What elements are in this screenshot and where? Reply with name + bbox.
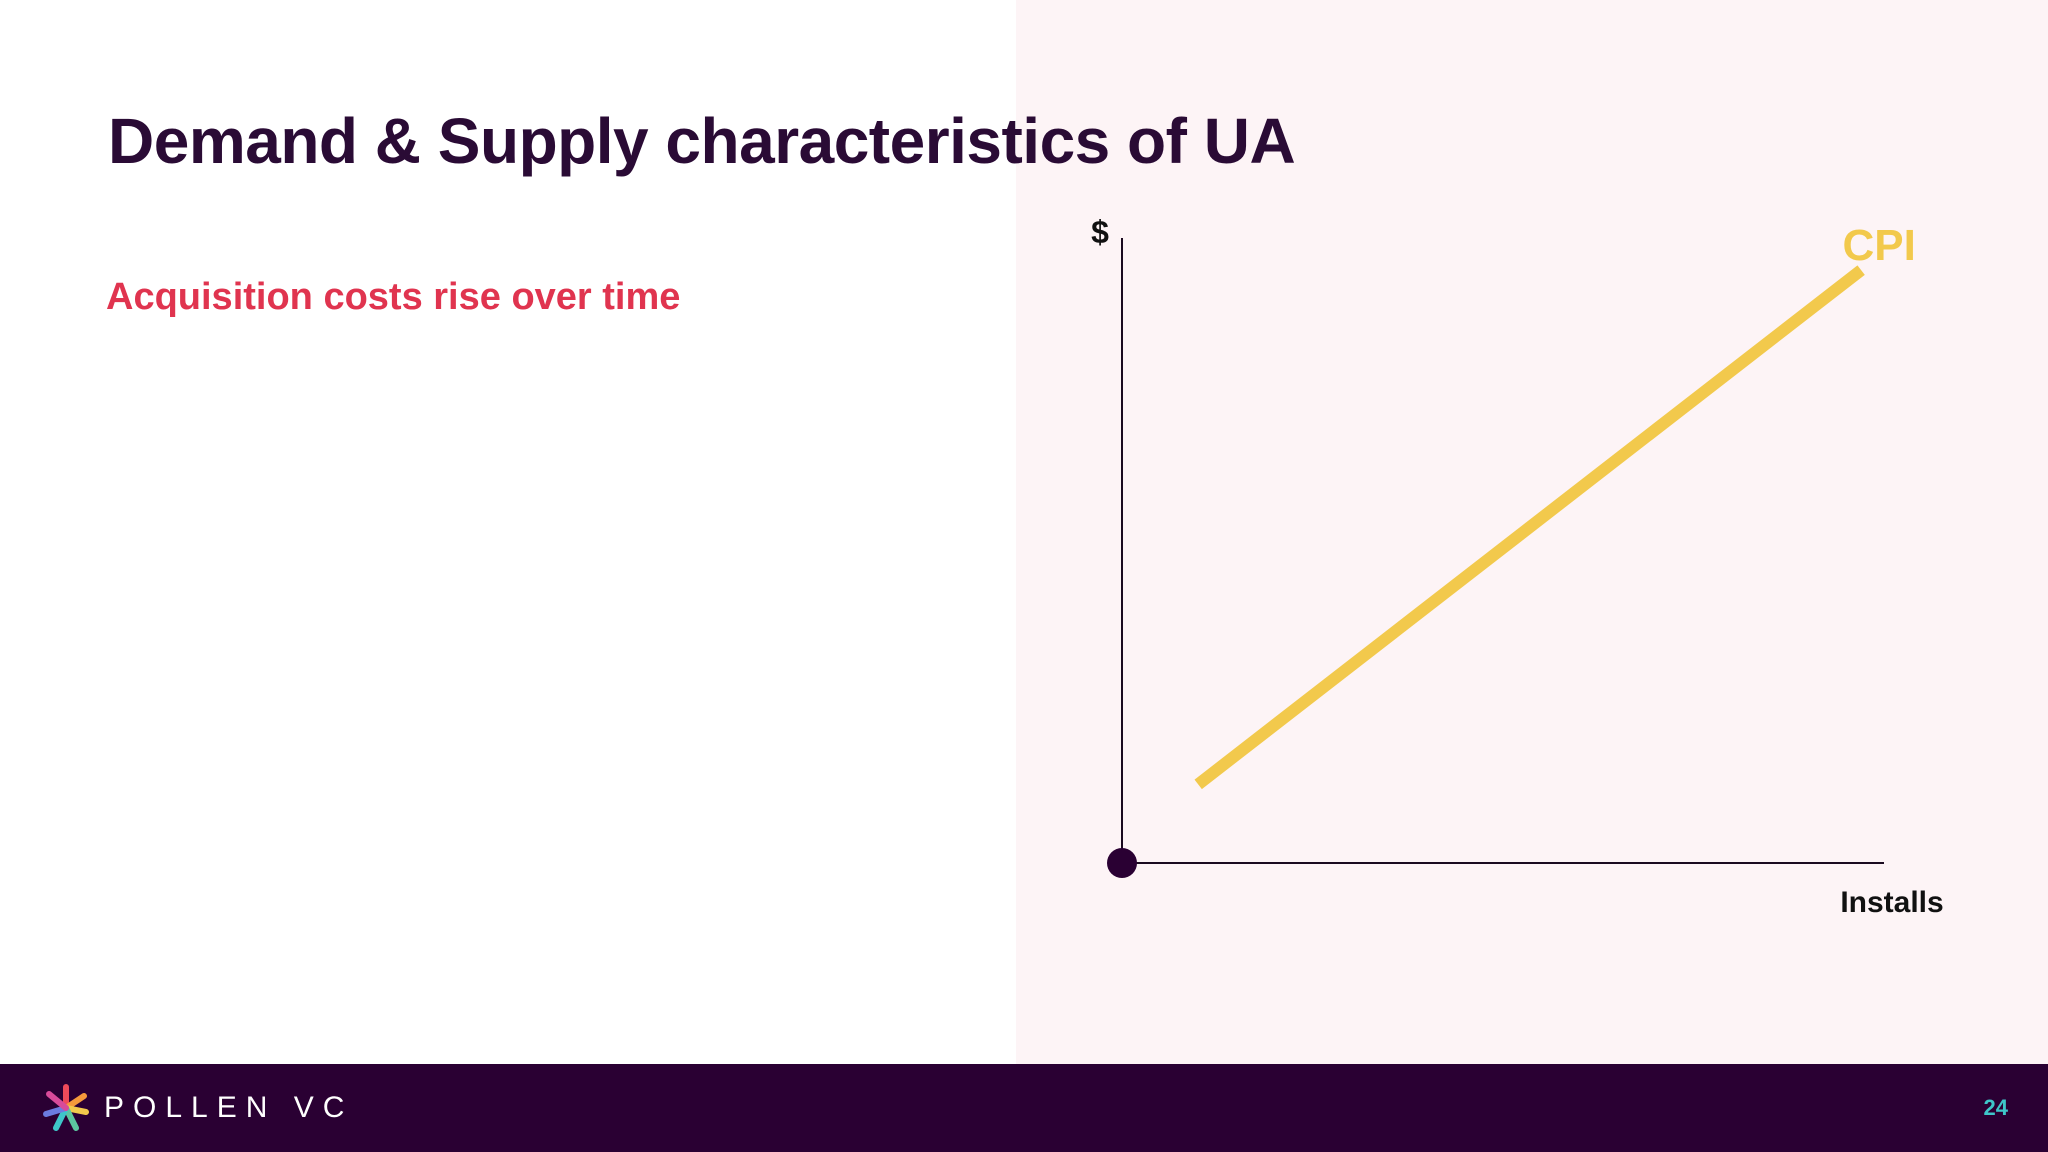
page-number: 24 — [1983, 1095, 2008, 1120]
origin-dot — [1107, 848, 1137, 878]
series-group: CPI — [1194, 221, 1916, 790]
slide-subtitle: Acquisition costs rise over time — [106, 276, 681, 318]
footer-bar: POLLEN VC 24 — [0, 1064, 2048, 1152]
pollen-logo-icon — [43, 1084, 89, 1131]
x-axis-label: Installs — [1840, 886, 1943, 919]
series-label-cpi: CPI — [1842, 221, 1915, 270]
brand-name: POLLEN VC — [104, 1091, 354, 1124]
series-line-cpi — [1194, 265, 1865, 790]
slide-title: Demand & Supply characteristics of UA — [108, 105, 1296, 177]
y-axis-label: $ — [1091, 214, 1109, 250]
cpi-chart: $ Installs CPI — [1091, 214, 1944, 919]
